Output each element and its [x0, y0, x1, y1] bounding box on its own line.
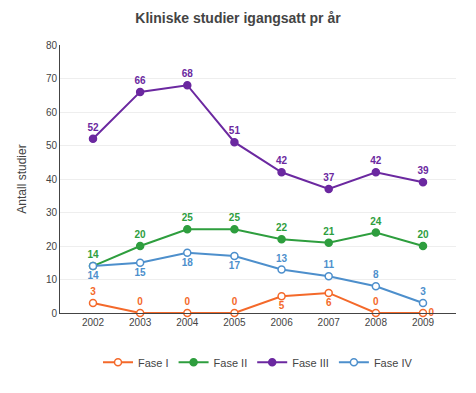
svg-text:42: 42 — [370, 155, 382, 166]
svg-text:80: 80 — [46, 40, 58, 51]
svg-text:30: 30 — [46, 207, 58, 218]
svg-text:20: 20 — [46, 241, 58, 252]
svg-text:6: 6 — [326, 297, 332, 308]
svg-text:66: 66 — [135, 75, 147, 86]
svg-text:Kliniske studier igangsatt pr: Kliniske studier igangsatt pr år — [135, 10, 341, 26]
svg-text:3: 3 — [90, 286, 96, 297]
svg-text:0: 0 — [137, 296, 143, 307]
svg-text:14: 14 — [87, 270, 99, 281]
svg-text:18: 18 — [182, 257, 194, 268]
svg-text:8: 8 — [373, 269, 379, 280]
svg-text:2007: 2007 — [318, 317, 341, 328]
svg-text:20: 20 — [417, 229, 429, 240]
svg-text:2005: 2005 — [223, 317, 246, 328]
svg-text:0: 0 — [373, 296, 379, 307]
svg-text:20: 20 — [135, 229, 147, 240]
svg-text:11: 11 — [323, 259, 334, 270]
svg-text:Antall studier: Antall studier — [15, 144, 29, 213]
svg-text:Fase II: Fase II — [214, 357, 248, 369]
svg-text:25: 25 — [182, 212, 194, 223]
svg-text:2006: 2006 — [270, 317, 293, 328]
svg-text:2002: 2002 — [82, 317, 105, 328]
svg-text:0: 0 — [51, 308, 57, 319]
svg-text:25: 25 — [229, 212, 241, 223]
svg-text:Fase IV: Fase IV — [374, 357, 413, 369]
svg-text:37: 37 — [323, 172, 335, 183]
svg-text:51: 51 — [229, 125, 241, 136]
svg-text:2008: 2008 — [365, 317, 388, 328]
svg-text:14: 14 — [87, 249, 99, 260]
svg-text:68: 68 — [182, 68, 194, 79]
svg-text:70: 70 — [46, 73, 58, 84]
svg-text:21: 21 — [323, 226, 335, 237]
svg-text:0: 0 — [232, 296, 238, 307]
svg-text:60: 60 — [46, 107, 58, 118]
svg-text:0: 0 — [428, 307, 434, 318]
svg-text:2004: 2004 — [176, 317, 199, 328]
svg-text:Fase I: Fase I — [138, 357, 169, 369]
svg-text:17: 17 — [229, 260, 241, 271]
svg-text:Fase III: Fase III — [292, 357, 329, 369]
svg-text:50: 50 — [46, 140, 58, 151]
svg-text:24: 24 — [370, 216, 382, 227]
svg-text:3: 3 — [420, 286, 426, 297]
svg-text:10: 10 — [46, 274, 58, 285]
svg-text:42: 42 — [276, 155, 288, 166]
svg-text:15: 15 — [135, 267, 147, 278]
svg-text:13: 13 — [276, 253, 288, 264]
svg-text:0: 0 — [185, 296, 191, 307]
svg-text:40: 40 — [46, 174, 58, 185]
svg-text:39: 39 — [417, 165, 429, 176]
svg-text:5: 5 — [279, 300, 285, 311]
svg-text:22: 22 — [276, 222, 288, 233]
svg-text:2009: 2009 — [412, 317, 435, 328]
svg-text:52: 52 — [87, 122, 99, 133]
svg-text:2003: 2003 — [129, 317, 152, 328]
